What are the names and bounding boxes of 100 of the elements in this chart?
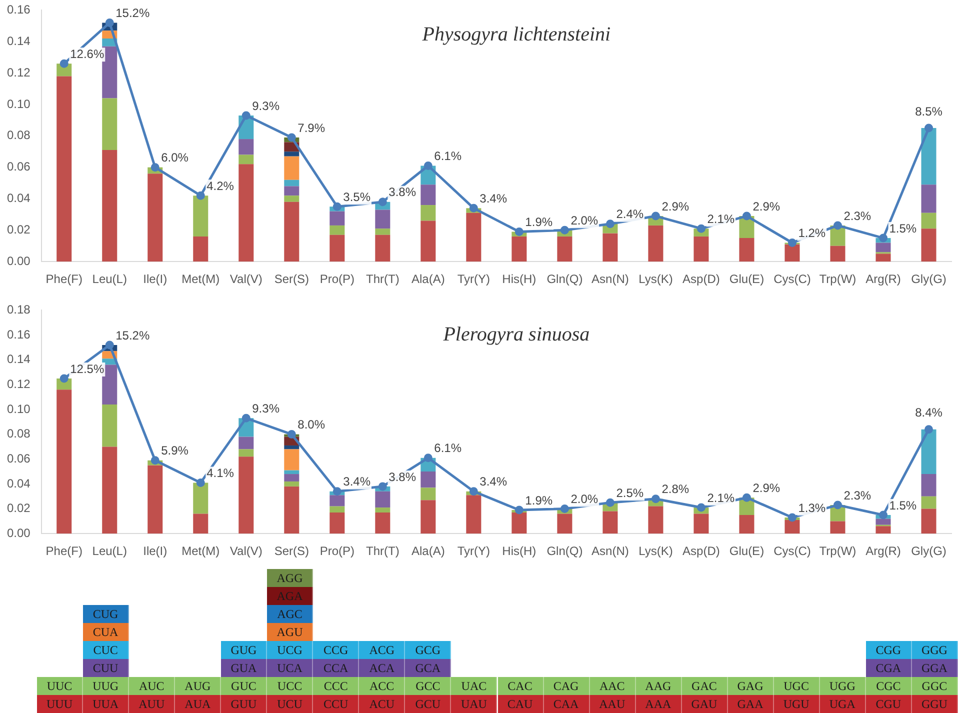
bar xyxy=(148,174,163,262)
point xyxy=(242,111,250,120)
text: GGG xyxy=(921,643,948,657)
point xyxy=(332,202,342,211)
text: ACU xyxy=(369,697,395,711)
point xyxy=(788,513,796,522)
bar xyxy=(284,202,300,262)
text: UGG xyxy=(829,679,856,693)
x-tick-label: Tyr(Y) xyxy=(457,272,490,286)
bar xyxy=(284,481,300,486)
point xyxy=(150,456,160,465)
bar xyxy=(921,474,936,496)
text: UCC xyxy=(277,679,302,693)
bar xyxy=(238,436,254,450)
text: ACC xyxy=(370,679,394,693)
bar xyxy=(102,404,118,447)
bar xyxy=(193,482,208,514)
text: CAU xyxy=(507,697,533,711)
text: CGG xyxy=(876,643,902,657)
text: CCG xyxy=(323,643,348,657)
text: CUG xyxy=(92,607,118,621)
data-label: 1.3% xyxy=(798,500,826,515)
x-tick-label: Leu(L) xyxy=(92,544,127,558)
text: CCA xyxy=(323,661,348,675)
x-tick-label: Asn(N) xyxy=(592,544,629,558)
point xyxy=(287,133,296,142)
data-label: 4.2% xyxy=(206,178,234,193)
bar xyxy=(284,486,300,534)
bar xyxy=(193,514,208,534)
point xyxy=(833,221,842,230)
text: UUC xyxy=(46,679,72,693)
x-tick-label: Ile(I) xyxy=(143,272,168,286)
bar xyxy=(284,196,300,202)
point xyxy=(742,212,751,220)
x-tick-label: Ser(S) xyxy=(274,544,309,558)
x-tick-label: Trp(W) xyxy=(819,272,856,286)
bar xyxy=(648,225,664,262)
text: AUA xyxy=(184,697,211,711)
text: GGU xyxy=(921,697,948,711)
bar xyxy=(375,210,390,229)
x-tick-label: Thr(T) xyxy=(366,272,400,286)
data-label: 2.9% xyxy=(752,199,780,214)
bar xyxy=(330,234,345,262)
point xyxy=(469,487,478,496)
data-label: 3.8% xyxy=(388,470,416,484)
y-tick-label: 0.04 xyxy=(6,191,31,206)
point xyxy=(788,238,796,247)
data-label: 3.8% xyxy=(388,185,416,200)
data-label: 8.0% xyxy=(298,418,326,432)
data-label: 3.4% xyxy=(480,474,508,489)
bar xyxy=(784,520,800,534)
data-label: 2.0% xyxy=(570,492,598,506)
data-label: 2.4% xyxy=(616,207,644,222)
x-tick-label: Met(M) xyxy=(182,544,220,558)
text: CCC xyxy=(324,679,348,693)
bar xyxy=(830,521,846,534)
x-tick-label: Asp(D) xyxy=(682,544,720,558)
bar xyxy=(921,496,936,509)
bar xyxy=(284,470,300,474)
point xyxy=(560,226,569,234)
point xyxy=(878,510,888,520)
bar xyxy=(739,514,754,534)
bar xyxy=(330,512,345,534)
y-tick-label: 0.00 xyxy=(6,254,31,268)
point xyxy=(424,454,432,462)
text: UUG xyxy=(92,679,119,693)
bar xyxy=(739,238,754,262)
text: GUU xyxy=(230,697,257,711)
data-label: 6.1% xyxy=(434,441,462,456)
x-tick-label: Ala(A) xyxy=(411,544,445,558)
point xyxy=(287,430,296,439)
point xyxy=(696,224,706,233)
x-tick-label: Cys(C) xyxy=(774,544,811,558)
y-tick-label: 0.02 xyxy=(6,501,31,516)
bar xyxy=(466,212,482,262)
text: AGG xyxy=(276,571,303,585)
text: CGA xyxy=(876,661,902,675)
bar xyxy=(921,508,936,534)
text: ACA xyxy=(369,661,395,675)
bar xyxy=(102,46,118,98)
data-label: 15.2% xyxy=(116,328,150,342)
bar xyxy=(330,506,345,512)
x-tick-label: Gly(G) xyxy=(911,272,946,286)
bar xyxy=(921,184,936,213)
text: GAA xyxy=(737,697,764,711)
x-tick-label: Asp(D) xyxy=(682,272,720,286)
y-tick-label: 0.00 xyxy=(6,526,31,540)
text: AGA xyxy=(276,589,303,603)
text: UAU xyxy=(460,697,487,711)
x-tick-label: Met(M) xyxy=(182,272,220,286)
bar xyxy=(193,236,208,262)
x-tick-label: Val(V) xyxy=(230,544,262,558)
x-tick-label: Lys(K) xyxy=(638,544,673,558)
x-tick-label: Gln(Q) xyxy=(546,272,583,286)
bar xyxy=(876,254,891,262)
data-label: 2.8% xyxy=(662,482,690,496)
bar xyxy=(921,212,936,229)
text: CUU xyxy=(92,661,118,675)
text: UGA xyxy=(829,697,856,711)
y-tick-label: 0.02 xyxy=(6,222,31,236)
